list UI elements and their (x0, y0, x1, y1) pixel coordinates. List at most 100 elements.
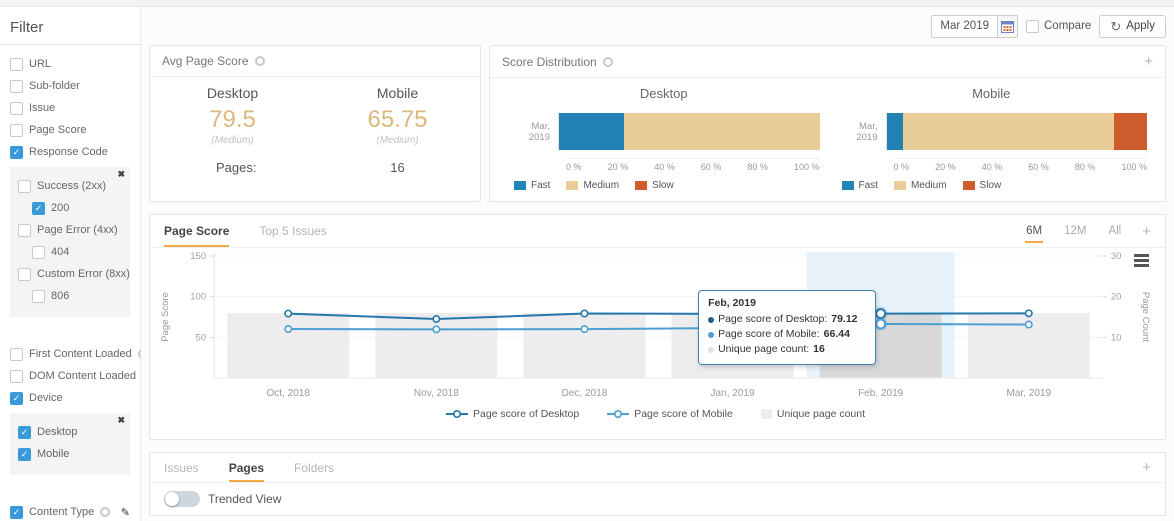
distribution-legend: Fast Medium Slow (841, 180, 1148, 191)
checkbox[interactable] (10, 369, 23, 383)
axis-tick: 20 % (607, 162, 629, 172)
checkbox[interactable] (18, 179, 31, 193)
svg-text:50: 50 (196, 332, 207, 343)
tab-folders[interactable]: Folders (294, 460, 335, 475)
chart-menu-icon[interactable] (1134, 254, 1149, 257)
compare-control: Compare (1026, 19, 1092, 33)
range-12m[interactable]: 12M (1064, 225, 1087, 237)
checkbox[interactable] (10, 347, 23, 361)
expand-icon[interactable]: + (1142, 222, 1151, 240)
avg-desktop-qualifier: (Medium) (211, 135, 254, 146)
legend-item: Fast (841, 180, 878, 191)
filter-item: ✓ Device (10, 391, 130, 405)
topbar-apply-label: Apply (1126, 20, 1155, 32)
trended-view-toggle[interactable] (164, 491, 200, 507)
svg-text:Jan, 2019: Jan, 2019 (711, 388, 755, 399)
checkbox[interactable] (32, 245, 45, 259)
checkbox[interactable] (10, 57, 23, 71)
filter-label: First Content Loaded (29, 348, 132, 360)
calendar-icon[interactable] (998, 14, 1018, 38)
legend-swatch (893, 181, 906, 190)
checkbox[interactable]: ✓ (32, 201, 45, 215)
checkbox[interactable]: ✓ (10, 145, 23, 159)
checkbox[interactable] (18, 223, 31, 237)
svg-text:30: 30 (1111, 251, 1122, 262)
filter-subgroup: ✖ ✓ Desktop ✓ Mobile (10, 413, 130, 475)
legend-item: Slow (635, 180, 674, 191)
filter-label: Success (2xx) (37, 180, 107, 192)
filter-label: 200 (51, 202, 70, 214)
checkbox[interactable]: ✓ (10, 505, 23, 519)
page-score-chart-body: 50 100 150 10 20 30 Page Score Page Count Oct, 2… (150, 248, 1165, 439)
legend-label: Page score of Mobile (634, 408, 733, 420)
checkbox[interactable]: ✓ (18, 425, 31, 439)
range-6m[interactable]: 6M (1025, 219, 1044, 243)
tab-top-5-issues[interactable]: Top 5 Issues (259, 224, 327, 238)
desktop-series-bullet (708, 316, 715, 323)
axis-tick: 40 % (981, 162, 1003, 172)
legend-item: Fast (514, 180, 550, 191)
legend-swatch (566, 181, 579, 190)
checkbox[interactable] (10, 101, 23, 115)
filter-label: Response Code (29, 146, 108, 158)
axis-tick: 20 % (935, 162, 956, 172)
info-icon (254, 56, 265, 66)
spacer (10, 485, 130, 497)
checkbox[interactable] (10, 123, 23, 137)
legend-item: Medium (893, 180, 947, 191)
edit-icon[interactable]: ✎ (120, 506, 130, 519)
filter-item: ✓ Mobile (18, 447, 124, 461)
filter-item: ✓ Response Code (10, 145, 130, 159)
legend-item: Unique page count (760, 408, 865, 420)
expand-icon[interactable]: + (1144, 53, 1153, 70)
avg-mobile-column: Mobile 65.75 (Medium) (315, 85, 480, 146)
svg-text:Nov, 2018: Nov, 2018 (414, 388, 459, 399)
distribution-chart-title: Mobile (972, 86, 1011, 101)
legend-label: Slow (979, 180, 1002, 191)
filter-item: ✓ 200 (18, 201, 124, 215)
distribution-chart-mobile: Mobile Mar, 2019 0 % 20 % 40 % 60 % 80 % 100 % F… (828, 80, 1156, 201)
pages-value: 16 (390, 160, 405, 175)
avg-desktop-value: 79.5 (209, 106, 256, 133)
legend-item: Medium (566, 180, 619, 191)
date-input[interactable]: Mar 2019 (931, 14, 998, 38)
filter-title: Filter (10, 19, 44, 36)
tooltip-row-value: 66.44 (823, 328, 850, 341)
compare-checkbox[interactable] (1026, 19, 1039, 33)
range-all[interactable]: All (1108, 225, 1122, 237)
svg-text:150: 150 (190, 251, 206, 262)
expand-icon[interactable]: + (1142, 459, 1151, 476)
legend-item: Page score of Mobile (607, 408, 733, 420)
svg-text:20: 20 (1111, 292, 1122, 303)
page-score-tabs: Page Score Top 5 Issues 6M 12M All + (150, 215, 1165, 248)
spacer (10, 327, 130, 339)
checkbox[interactable]: ✓ (10, 391, 23, 405)
axis-tick: 80 % (1074, 162, 1096, 172)
close-icon[interactable]: ✖ (117, 415, 125, 425)
info-icon (602, 56, 613, 67)
filter-item: ✓ Desktop (18, 425, 124, 439)
filter-label: Sub-folder (29, 80, 80, 92)
checkbox[interactable] (10, 79, 23, 93)
tab-page-score[interactable]: Page Score (164, 215, 230, 247)
filter-label: Content Type (29, 506, 95, 518)
axis-tick: 40 % (654, 162, 675, 172)
checkbox[interactable] (32, 289, 45, 303)
percent-axis: 0 % 20 % 40 % 60 % 80 % 100 % (893, 158, 1147, 172)
topbar: Mar 2019 Compare ↻ Apply (149, 13, 1166, 39)
topbar-apply-button[interactable]: ↻ Apply (1099, 14, 1166, 38)
page-count-series-bullet (708, 347, 715, 354)
close-icon[interactable]: ✖ (117, 169, 125, 179)
bar-segment-medium (902, 113, 1115, 150)
score-distribution-panel: Score Distribution + Desktop Mar, 2019 0 %… (489, 45, 1166, 202)
axis-tick: 0 % (893, 162, 910, 172)
tooltip-row-label: Page score of Desktop: (718, 313, 828, 325)
tab-pages[interactable]: Pages (228, 453, 265, 482)
axis-tick: 0 % (566, 162, 582, 172)
checkbox[interactable] (18, 267, 31, 281)
legend-swatch (514, 181, 526, 190)
tooltip-row: Page score of Desktop: 79.12 (708, 312, 866, 327)
tab-issues[interactable]: Issues (164, 460, 199, 475)
checkbox[interactable]: ✓ (18, 447, 31, 461)
compare-label: Compare (1044, 20, 1092, 32)
